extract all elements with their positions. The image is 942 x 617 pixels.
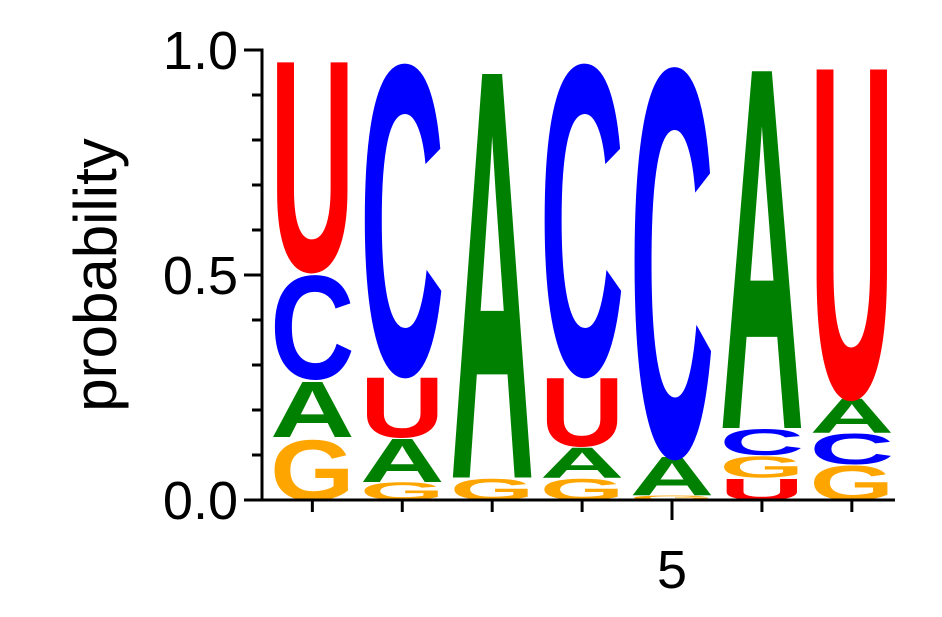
logo-letter: A [270, 365, 355, 454]
logo-letter: C [540, 0, 625, 469]
logo-letter: C [360, 0, 445, 469]
y-tick-label: 0.5 [163, 246, 238, 306]
logo-letter: A [540, 439, 625, 487]
logo-letter: A [720, 0, 805, 539]
logo-letter: G [720, 450, 805, 485]
logo-letter: A [360, 426, 445, 495]
logo-letter: U [810, 0, 895, 498]
logo-letter: C [270, 245, 355, 410]
y-axis-label: probability [62, 138, 129, 412]
logo-letter: U [360, 358, 445, 455]
logo-letter: C [810, 425, 895, 473]
logo-letter: A [810, 388, 895, 443]
logo-letter: G [630, 495, 715, 502]
logo-letter: G [270, 421, 355, 518]
logo-letter: U [270, 0, 355, 335]
logo-letter: C [720, 422, 805, 463]
logo-letter: A [450, 0, 535, 603]
logo-letter: U [540, 358, 625, 468]
y-tick-label: 1.0 [163, 21, 238, 81]
logo-letter: A [630, 446, 715, 508]
x-tick-label: 5 [657, 540, 687, 600]
y-tick-label: 0.0 [163, 471, 238, 531]
logo-letter: C [630, 0, 715, 573]
